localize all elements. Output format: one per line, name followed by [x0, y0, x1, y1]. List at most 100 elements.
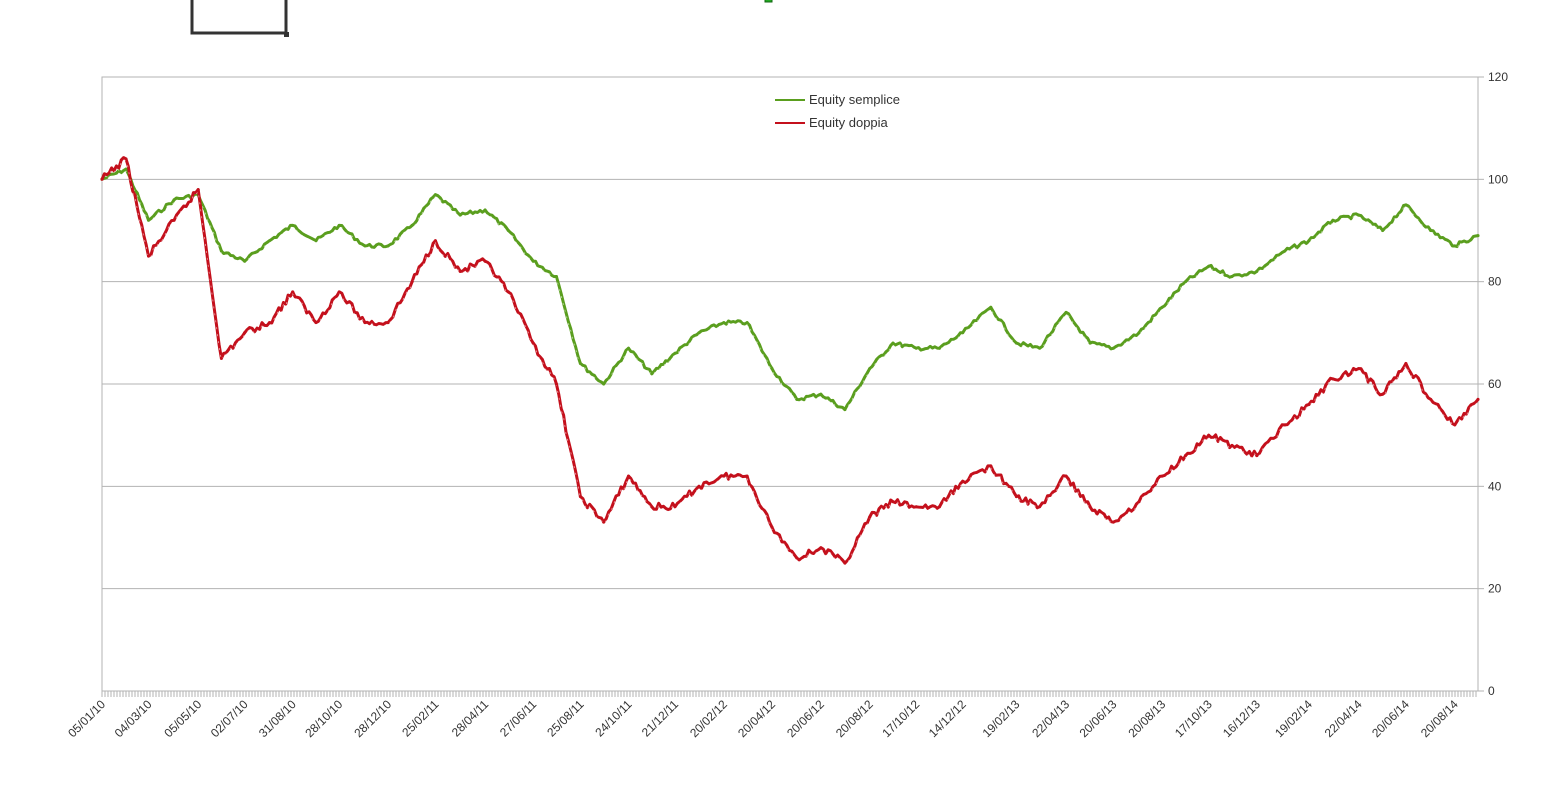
y-axis-right: 0 20 40 60 80 100 120: [1478, 70, 1508, 698]
data-point-equity-doppia: [219, 356, 223, 360]
x-tick-label: 05/01/10: [65, 697, 108, 740]
x-tick-label: 25/08/11: [544, 697, 587, 740]
data-point-equity-semplice: [291, 223, 295, 227]
data-point-equity-doppia: [291, 290, 295, 294]
x-tick-label: 19/02/13: [980, 697, 1023, 740]
x-tick-label: 31/08/10: [256, 697, 299, 740]
x-tick-label: 17/10/12: [879, 697, 922, 740]
x-tick-label: 20/06/12: [784, 697, 827, 740]
x-tick-label: 24/10/11: [592, 697, 635, 740]
data-point-equity-doppia: [627, 474, 630, 478]
data-point-equity-doppia: [819, 546, 823, 550]
data-point-equity-semplice: [1184, 280, 1187, 284]
x-tick-label: 20/08/13: [1125, 697, 1168, 740]
x-tick-label: 28/04/11: [449, 697, 492, 740]
data-point-equity-doppia: [770, 525, 774, 529]
data-point-equity-semplice: [1014, 341, 1018, 345]
data-point-equity-doppia: [410, 280, 414, 284]
x-tick-label: 28/10/10: [302, 697, 345, 740]
data-point-equity-semplice: [795, 397, 799, 401]
selection-handle-corner[interactable]: [284, 32, 289, 37]
data-point-equity-semplice: [1207, 264, 1211, 268]
data-point-equity-doppia: [891, 500, 895, 504]
y-tick-label-20: 20: [1488, 582, 1502, 596]
data-point-equity-semplice: [314, 239, 318, 243]
data-point-equity-doppia: [554, 382, 558, 386]
data-point-equity-semplice: [1038, 346, 1042, 350]
data-point-equity-semplice: [602, 382, 606, 386]
data-point-equity-semplice: [483, 208, 487, 212]
x-tick-label: 17/10/13: [1172, 697, 1215, 740]
data-point-equity-doppia: [1137, 500, 1141, 504]
x-tick-label: 05/05/10: [161, 697, 204, 740]
series-highlight-equity-doppia: [101, 159, 1479, 566]
legend-label-equity-doppia: Equity doppia: [809, 115, 889, 130]
data-point-equity-doppia: [314, 321, 318, 325]
data-point-equity-semplice: [1331, 218, 1335, 222]
data-point-equity-semplice: [433, 193, 437, 197]
x-tick-label: 28/12/10: [351, 697, 394, 740]
data-point-equity-doppia: [1111, 520, 1115, 524]
data-point-equity-doppia: [1453, 423, 1457, 427]
data-point-equity-doppia: [1207, 433, 1211, 437]
data-point-equity-doppia: [1357, 367, 1361, 371]
data-point-equity-semplice: [458, 213, 462, 217]
data-point-equity-doppia: [578, 495, 582, 499]
data-point-equity-doppia: [1184, 454, 1187, 458]
series-line-equity-semplice: [100, 167, 1480, 412]
data-point-equity-semplice: [1283, 249, 1287, 253]
data-point-equity-doppia: [337, 290, 341, 294]
data-point-equity-semplice: [1160, 305, 1164, 309]
series-highlight-equity-semplice: [101, 170, 1479, 413]
data-point-equity-doppia: [697, 484, 701, 488]
data-point-equity-semplice: [1255, 269, 1259, 273]
data-point-equity-semplice: [1381, 229, 1385, 232]
y-tick-label-120: 120: [1488, 70, 1508, 84]
x-tick-label: 20/02/12: [687, 697, 730, 740]
data-point-equity-semplice: [1137, 331, 1141, 335]
data-point-equity-semplice: [961, 331, 965, 335]
data-point-equity-doppia: [868, 515, 872, 519]
x-tick-label: 22/04/14: [1322, 697, 1365, 740]
data-point-equity-semplice: [554, 275, 558, 278]
data-point-equity-doppia: [1160, 474, 1164, 478]
x-tick-label: 21/12/11: [639, 697, 682, 740]
y-tick-label-100: 100: [1488, 172, 1508, 186]
data-point-equity-semplice: [124, 167, 128, 171]
horizontal-gridlines: [102, 178, 1478, 590]
data-point-equity-semplice: [363, 244, 367, 248]
data-point-equity-doppia: [722, 474, 726, 478]
data-point-equity-doppia: [602, 520, 606, 524]
data-point-equity-semplice: [1453, 244, 1457, 248]
x-tick-label: 20/04/12: [735, 697, 778, 740]
x-tick-label: 22/04/13: [1029, 697, 1072, 740]
data-point-equity-doppia: [650, 505, 654, 509]
data-point-equity-semplice: [891, 341, 895, 345]
x-tick-label: 20/08/14: [1418, 697, 1461, 740]
data-point-equity-semplice: [386, 244, 390, 248]
data-point-equity-semplice: [1404, 203, 1408, 207]
data-point-equity-doppia: [363, 321, 367, 325]
data-point-equity-semplice: [673, 351, 677, 355]
x-tick-label: 14/12/12: [926, 697, 969, 740]
data-point-equity-semplice: [1429, 229, 1433, 232]
legend-anchor-handle[interactable]: [764, 0, 773, 3]
selection-handle-box[interactable]: [190, 0, 288, 35]
x-tick-label: 27/06/11: [497, 697, 540, 740]
data-point-equity-doppia: [483, 259, 487, 263]
data-point-equity-semplice: [1064, 310, 1068, 314]
data-point-equity-doppia: [506, 290, 510, 294]
data-point-equity-semplice: [770, 367, 774, 371]
data-point-equity-semplice: [819, 392, 823, 396]
y-tick-label-80: 80: [1488, 275, 1502, 289]
data-point-equity-doppia: [843, 561, 847, 565]
data-point-equity-doppia: [961, 479, 965, 483]
data-point-equity-doppia: [458, 269, 462, 273]
data-point-equity-semplice: [147, 218, 150, 222]
data-point-equity-semplice: [268, 239, 271, 243]
data-point-equity-doppia: [745, 474, 749, 478]
data-point-equity-doppia: [100, 177, 104, 181]
x-tick-label: 20/06/14: [1369, 697, 1412, 740]
data-point-equity-doppia: [1088, 505, 1092, 509]
data-point-equity-semplice: [650, 372, 654, 376]
